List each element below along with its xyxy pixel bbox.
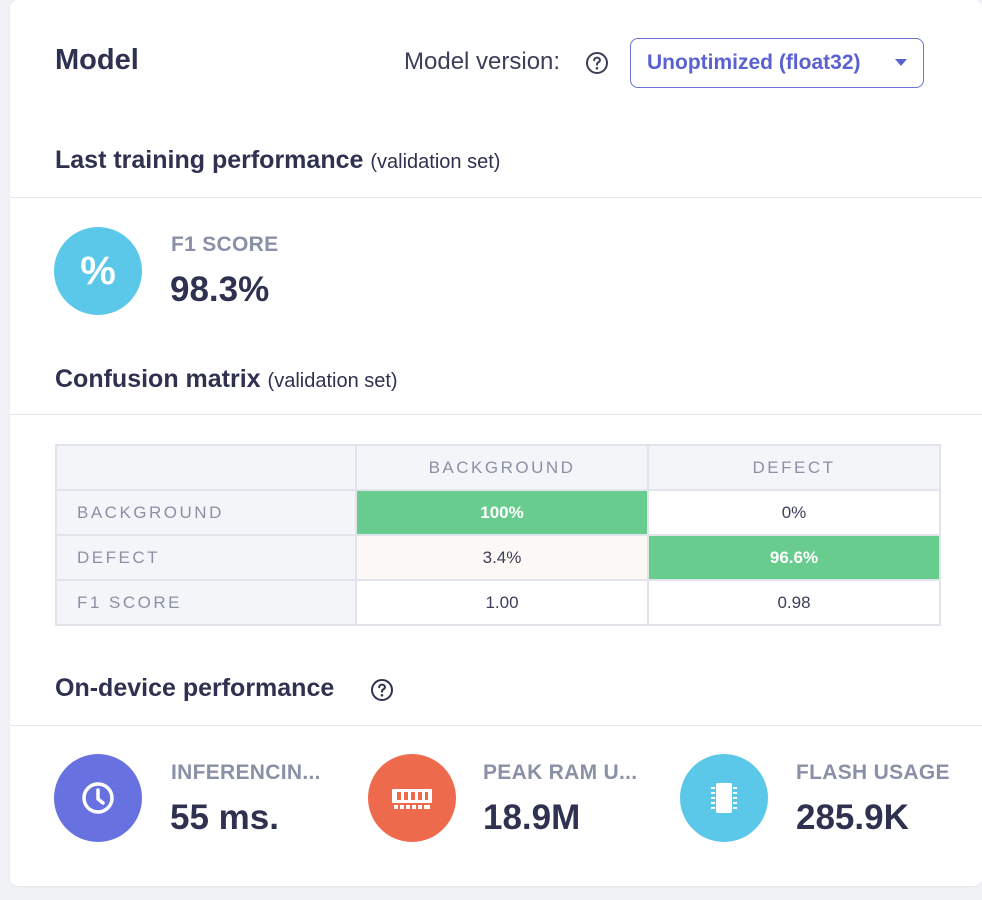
divider bbox=[10, 414, 982, 415]
model-version-selected: Unoptimized (float32) bbox=[647, 51, 861, 74]
model-version-label: Model version: bbox=[404, 48, 561, 75]
column-header-background: BACKGROUND bbox=[355, 444, 649, 491]
table-row: BACKGROUND 100% 0% bbox=[55, 489, 941, 536]
device-section-title: On-device performance bbox=[55, 674, 334, 703]
table-row: F1 SCORE 1.00 0.98 bbox=[55, 579, 941, 626]
training-subtitle: (validation set) bbox=[370, 151, 501, 173]
matrix-cell: 100% bbox=[355, 489, 649, 536]
matrix-cell: 96.6% bbox=[647, 534, 941, 581]
confusion-matrix-table: BACKGROUND DEFECT BACKGROUND 100% 0% DEF… bbox=[55, 444, 941, 626]
training-section-title: Last training performance (validation se… bbox=[55, 146, 500, 175]
training-title-text: Last training performance bbox=[55, 146, 364, 174]
confusion-subtitle: (validation set) bbox=[267, 370, 398, 392]
row-header-defect: DEFECT bbox=[55, 534, 357, 581]
row-header-background: BACKGROUND bbox=[55, 489, 357, 536]
help-icon[interactable] bbox=[585, 51, 609, 75]
percent-icon: % bbox=[54, 227, 142, 315]
flash-usage-value: 285.9K bbox=[796, 798, 909, 837]
confusion-title-text: Confusion matrix bbox=[55, 365, 261, 393]
model-title: Model bbox=[55, 44, 139, 76]
ram-icon bbox=[368, 754, 456, 842]
column-header-defect: DEFECT bbox=[647, 444, 941, 491]
f1-score-value: 98.3% bbox=[170, 270, 270, 309]
clock-icon bbox=[54, 754, 142, 842]
matrix-cell: 1.00 bbox=[355, 579, 649, 626]
divider bbox=[10, 725, 982, 726]
f1-score-label: F1 SCORE bbox=[171, 233, 279, 256]
row-header-f1-score: F1 SCORE bbox=[55, 579, 357, 626]
peak-ram-value: 18.9M bbox=[483, 798, 581, 837]
inferencing-value: 55 ms. bbox=[170, 798, 279, 837]
peak-ram-label: PEAK RAM U... bbox=[483, 761, 638, 784]
model-version-dropdown[interactable]: Unoptimized (float32) bbox=[630, 38, 924, 88]
chip-icon bbox=[680, 754, 768, 842]
flash-usage-label: FLASH USAGE bbox=[796, 761, 950, 784]
model-header: Model Model version: Unoptimized (float3… bbox=[10, 0, 982, 125]
matrix-cell: 0.98 bbox=[647, 579, 941, 626]
confusion-section-title: Confusion matrix (validation set) bbox=[55, 365, 398, 394]
device-title-text: On-device performance bbox=[55, 674, 335, 702]
help-icon[interactable] bbox=[370, 678, 394, 702]
corner-cell bbox=[55, 444, 357, 491]
matrix-cell: 3.4% bbox=[355, 534, 649, 581]
confusion-header-row: BACKGROUND DEFECT bbox=[55, 444, 941, 491]
inferencing-label: INFERENCIN... bbox=[171, 761, 321, 784]
chevron-down-icon bbox=[895, 59, 907, 66]
table-row: DEFECT 3.4% 96.6% bbox=[55, 534, 941, 581]
divider bbox=[10, 197, 982, 198]
model-card: Model Model version: Unoptimized (float3… bbox=[10, 0, 982, 886]
matrix-cell: 0% bbox=[647, 489, 941, 536]
percent-glyph: % bbox=[80, 248, 116, 293]
